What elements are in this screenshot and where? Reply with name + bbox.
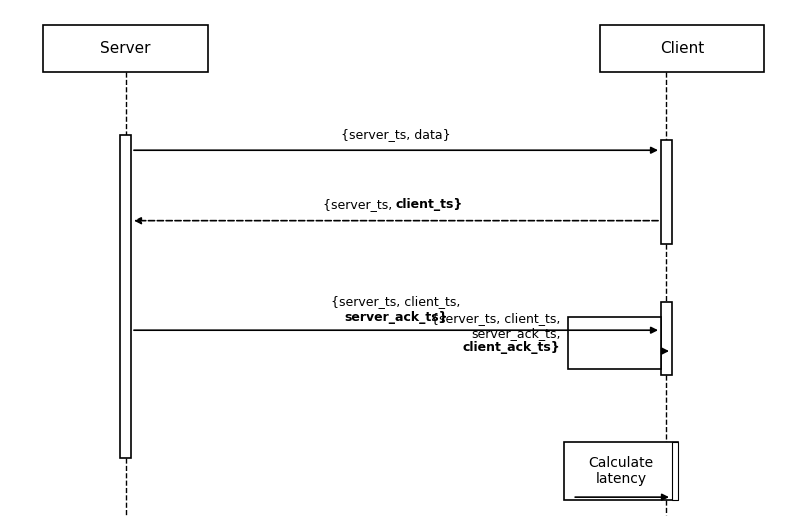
Text: Server: Server xyxy=(101,41,151,56)
Text: Client: Client xyxy=(660,41,704,56)
Text: client_ts}: client_ts} xyxy=(396,198,463,211)
Bar xyxy=(661,140,672,244)
Text: server_ack_ts,: server_ack_ts, xyxy=(471,326,561,340)
Bar xyxy=(661,302,672,375)
Bar xyxy=(44,25,208,72)
Text: client_ack_ts}: client_ack_ts} xyxy=(463,341,561,354)
Bar xyxy=(565,443,678,500)
Bar xyxy=(120,135,131,458)
Text: {server_ts, client_ts,: {server_ts, client_ts, xyxy=(331,295,461,308)
Text: Calculate
latency: Calculate latency xyxy=(588,456,654,486)
Bar xyxy=(600,25,764,72)
Text: {server_ts, client_ts,: {server_ts, client_ts, xyxy=(431,312,561,325)
Text: {server_ts, data}: {server_ts, data} xyxy=(341,128,451,141)
Bar xyxy=(672,443,678,500)
Text: {server_ts,: {server_ts, xyxy=(323,198,396,211)
Bar xyxy=(569,317,661,369)
Text: server_ack_ts}: server_ack_ts} xyxy=(345,311,447,324)
